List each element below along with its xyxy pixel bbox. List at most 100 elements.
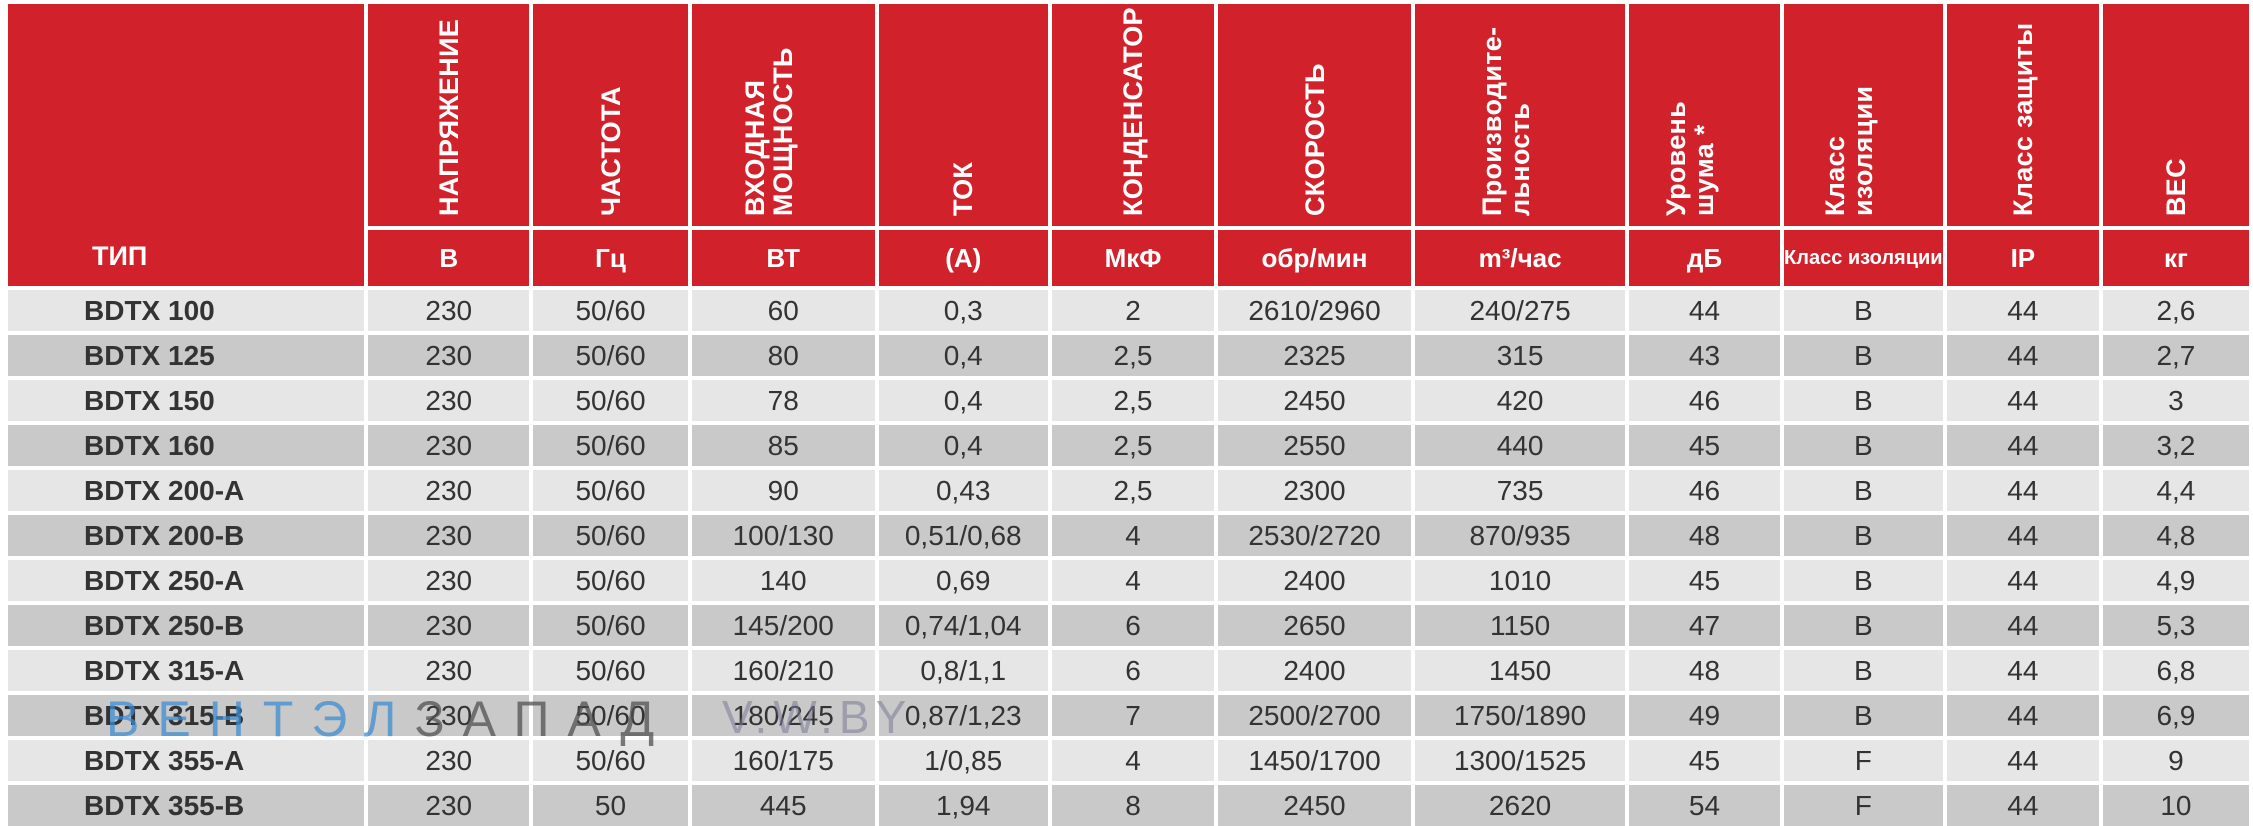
header-title: Производите- льность xyxy=(1477,26,1536,216)
table-cell: 2530/2720 xyxy=(1218,511,1411,556)
table-cell: 2450 xyxy=(1218,781,1411,826)
table-cell: 2 xyxy=(1051,286,1215,331)
header-unit: m³/час xyxy=(1414,226,1626,286)
table-cell: 1450 xyxy=(1414,646,1626,691)
table-cell: 4 xyxy=(1051,556,1215,601)
table-cell: 230 xyxy=(368,601,530,646)
table-cell: 85 xyxy=(691,421,875,466)
table-row: BDTX 200-A 230 50/60 90 0,43 2,5 2300 735 46 B 44 4… xyxy=(8,466,2249,511)
table-cell: 50/60 xyxy=(533,646,688,691)
table-cell: 5,3 xyxy=(2102,601,2249,646)
table-cell: 50/60 xyxy=(533,421,688,466)
table-cell: 0,4 xyxy=(878,376,1048,421)
header-col-2: ВХОДНАЯ МОЩНОСТЬ xyxy=(691,4,875,226)
header-title: ТОК xyxy=(948,161,979,216)
table-cell: 6 xyxy=(1051,646,1215,691)
table-cell: F xyxy=(1783,781,1943,826)
table-cell: B xyxy=(1783,511,1943,556)
table-cell: F xyxy=(1783,736,1943,781)
table-cell: B xyxy=(1783,556,1943,601)
table-cell: 3,2 xyxy=(2102,421,2249,466)
table-cell: 60 xyxy=(691,286,875,331)
header-unit: В xyxy=(368,226,530,286)
table-cell: 230 xyxy=(368,376,530,421)
table-row: BDTX 355-B 230 50 445 1,94 8 2450 2620 54 F 44 10 xyxy=(8,781,2249,826)
table-cell: B xyxy=(1783,691,1943,736)
header-row-titles: ТИП НАПРЯЖЕНИЕ ЧАСТОТА ВХОДНАЯ МОЩНОСТЬ ТОК… xyxy=(8,4,2249,286)
table-cell: 420 xyxy=(1414,376,1626,421)
table-row: BDTX 150 230 50/60 78 0,4 2,5 2450 420 46 B 44 3 xyxy=(8,376,2249,421)
table-cell: 2,5 xyxy=(1051,466,1215,511)
table-cell: 230 xyxy=(368,286,530,331)
table-cell: 50/60 xyxy=(533,556,688,601)
table-cell: B xyxy=(1783,646,1943,691)
header-col-4: КОНДЕНСАТОР xyxy=(1051,4,1215,226)
table-cell: 50/60 xyxy=(533,466,688,511)
table-cell: 240/275 xyxy=(1414,286,1626,331)
table-cell: 44 xyxy=(1946,781,2099,826)
table-cell: 9 xyxy=(2102,736,2249,781)
model-name: BDTX 200-A xyxy=(8,466,365,511)
header-unit: ВТ xyxy=(691,226,875,286)
table-cell: 4 xyxy=(1051,511,1215,556)
table-cell: 43 xyxy=(1629,331,1780,376)
table-cell: 10 xyxy=(2102,781,2249,826)
table-cell: 44 xyxy=(1946,511,2099,556)
table-cell: 2,5 xyxy=(1051,421,1215,466)
table-cell: 230 xyxy=(368,421,530,466)
header-col-6: Производите- льность xyxy=(1414,4,1626,226)
table-row: BDTX 160 230 50/60 85 0,4 2,5 2550 440 45 B 44 3,2 xyxy=(8,421,2249,466)
table-row: BDTX 315-B 230 50/60 180/245 0,87/1,23 7 2500/… xyxy=(8,691,2249,736)
table-cell: 44 xyxy=(1946,331,2099,376)
header-title: НАПРЯЖЕНИЕ xyxy=(433,18,464,216)
table-cell: 0,4 xyxy=(878,421,1048,466)
table-cell: 2,6 xyxy=(2102,286,2249,331)
table-cell: 3 xyxy=(2102,376,2249,421)
table-cell: 440 xyxy=(1414,421,1626,466)
table-cell: 0,8/1,1 xyxy=(878,646,1048,691)
header-col-10: ВЕС xyxy=(2102,4,2249,226)
table-cell: 1450/1700 xyxy=(1218,736,1411,781)
table-cell: 80 xyxy=(691,331,875,376)
table-row: BDTX 100 230 50/60 60 0,3 2 2610/2960 240/275 44… xyxy=(8,286,2249,331)
table-cell: 44 xyxy=(1946,556,2099,601)
header-title: КОНДЕНСАТОР xyxy=(1118,7,1149,216)
table-cell: 2,5 xyxy=(1051,331,1215,376)
model-name: BDTX 150 xyxy=(8,376,365,421)
table-cell: 45 xyxy=(1629,556,1780,601)
table-cell: 7 xyxy=(1051,691,1215,736)
table-cell: 6 xyxy=(1051,601,1215,646)
header-col-1: ЧАСТОТА xyxy=(533,4,688,226)
table-cell: B xyxy=(1783,376,1943,421)
header-unit: кг xyxy=(2102,226,2249,286)
table-cell: 1010 xyxy=(1414,556,1626,601)
spec-table: ТИП НАПРЯЖЕНИЕ ЧАСТОТА ВХОДНАЯ МОЩНОСТЬ ТОК… xyxy=(4,4,2253,826)
table-cell: 1150 xyxy=(1414,601,1626,646)
table-cell: 50/60 xyxy=(533,601,688,646)
table-cell: 2620 xyxy=(1414,781,1626,826)
model-name: BDTX 250-B xyxy=(8,601,365,646)
table-cell: 230 xyxy=(368,646,530,691)
table-cell: 48 xyxy=(1629,646,1780,691)
table-cell: 44 xyxy=(1946,601,2099,646)
table-cell: 44 xyxy=(1946,691,2099,736)
table-cell: 6,8 xyxy=(2102,646,2249,691)
table-cell: 0,69 xyxy=(878,556,1048,601)
table-cell: 0,51/0,68 xyxy=(878,511,1048,556)
table-cell: 48 xyxy=(1629,511,1780,556)
table-cell: 50/60 xyxy=(533,691,688,736)
model-name: BDTX 250-A xyxy=(8,556,365,601)
table-cell: B xyxy=(1783,421,1943,466)
table-cell: 2650 xyxy=(1218,601,1411,646)
table-cell: 46 xyxy=(1629,466,1780,511)
model-name: BDTX 200-B xyxy=(8,511,365,556)
header-title: Класс защиты xyxy=(2007,22,2038,216)
table-cell: 230 xyxy=(368,511,530,556)
table-cell: 4,4 xyxy=(2102,466,2249,511)
table-cell: 180/245 xyxy=(691,691,875,736)
table-row: BDTX 125 230 50/60 80 0,4 2,5 2325 315 43 B 44 2,7 xyxy=(8,331,2249,376)
header-unit: (А) xyxy=(878,226,1048,286)
table-cell: 4,8 xyxy=(2102,511,2249,556)
table-cell: 44 xyxy=(1946,646,2099,691)
table-cell: 4 xyxy=(1051,736,1215,781)
